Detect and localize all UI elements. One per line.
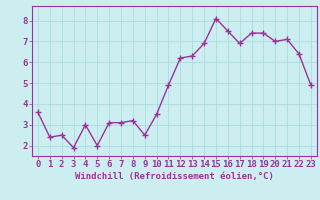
X-axis label: Windchill (Refroidissement éolien,°C): Windchill (Refroidissement éolien,°C) — [75, 172, 274, 181]
